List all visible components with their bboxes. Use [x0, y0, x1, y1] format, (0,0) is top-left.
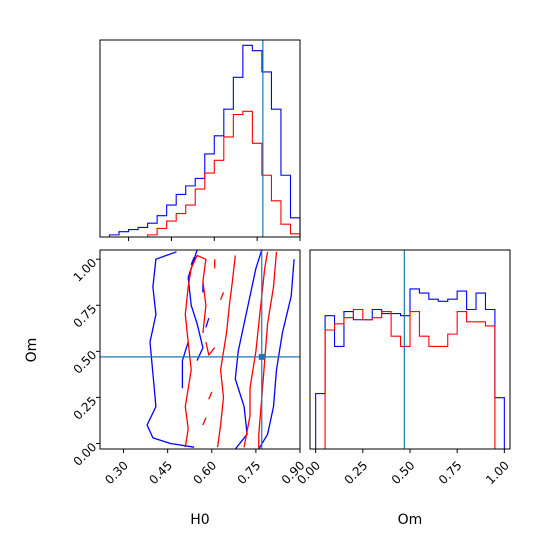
joint-series-1-contour-5: [181, 341, 189, 389]
joint-y-tick-label: 1.00: [71, 256, 100, 285]
joint-frame: [99, 249, 301, 450]
joint-x-tick-label: 0.60: [191, 458, 220, 487]
om-marginal-histogram-panel: 0.00 0.25 0.50 0.75 1.00: [294, 249, 512, 487]
om-hist-frame: [309, 249, 511, 450]
om-hist-series-1-step-line: [315, 288, 505, 449]
joint-truth-marker: [258, 353, 265, 360]
joint-series-2-contour-9: [202, 417, 207, 426]
joint-x-tick-label: 0.45: [146, 458, 175, 487]
joint-series-1-contour-3: [258, 259, 295, 449]
joint-y-tick-label: 0.25: [71, 394, 100, 423]
om-hist-tick-label: 0.75: [436, 458, 465, 487]
h0-axis-label: H0: [190, 512, 209, 528]
joint-x-tick-label: 0.75: [235, 458, 264, 487]
om-hist-tick-label: 0.25: [342, 458, 371, 487]
joint-series-1-contour-1: [146, 251, 195, 448]
joint-series-1-contour-4: [187, 250, 204, 361]
joint-series-2-contour-7: [205, 341, 216, 356]
h0-hist-frame: [99, 39, 301, 238]
joint-contours-group: [146, 250, 295, 449]
joint-series-1-contour-8: [190, 257, 195, 265]
om-hist-tick-label: 1.00: [483, 458, 512, 487]
joint-series-2-contour-8: [208, 391, 213, 400]
joint-series-1-contour-6: [205, 318, 210, 328]
joint-series-2-contour-6: [219, 292, 225, 301]
h0-marginal-histogram-panel: [99, 39, 301, 241]
joint-x-tick-label: 0.30: [102, 458, 131, 487]
om-axis-label: Om: [398, 512, 423, 528]
joint-series-2-contour-4: [258, 251, 278, 449]
om-hist-tick-label: 0.50: [389, 458, 418, 487]
om-hist-series-2-step-line: [315, 308, 505, 450]
axis-labels: H0 Om Om: [24, 338, 422, 528]
h0-hist-series-1-step-line: [100, 44, 301, 238]
joint-y-tick-label: 0.50: [71, 348, 100, 377]
joint-y-tick-label: 0.75: [71, 302, 100, 331]
h0-om-joint-contour-panel: 0.30 0.45 0.60 0.75 0.900.000.250.500.751.00: [71, 249, 308, 487]
joint-y-tick-label: 0.00: [71, 440, 100, 469]
h0-hist-series-2-step-line: [100, 110, 301, 238]
joint-series-2-contour-3: [243, 251, 269, 448]
joint-series-2-contour-1: [184, 254, 207, 448]
om-y-axis-label: Om: [24, 338, 40, 363]
joint-series-2-contour-2: [216, 255, 236, 448]
joint-series-1-contour-2: [234, 250, 263, 449]
